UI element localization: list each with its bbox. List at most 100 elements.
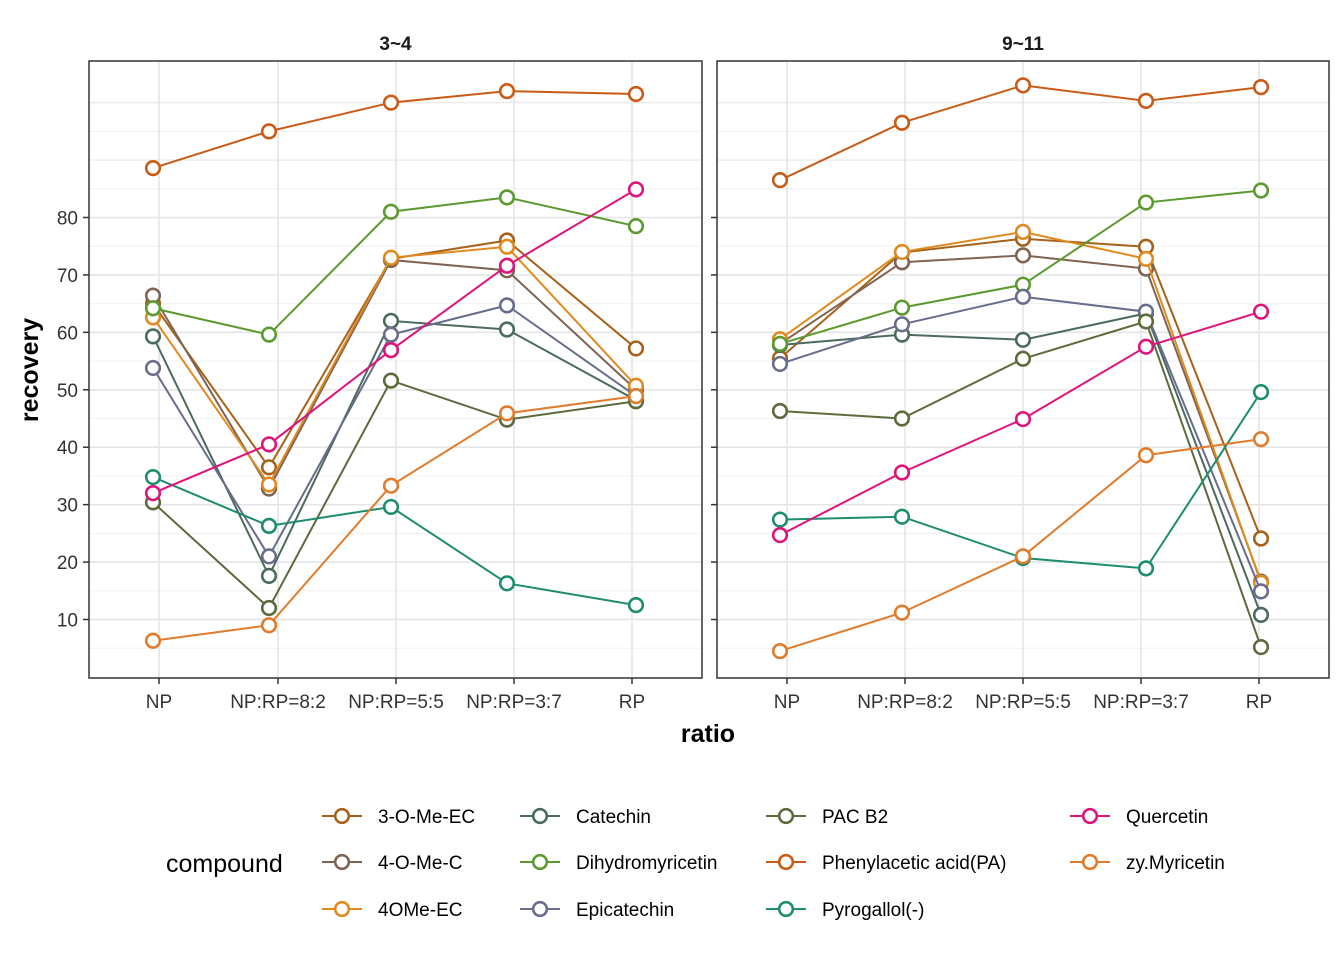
legend-label: Dihydromyricetin (576, 853, 717, 874)
x-tick-label: RP (1246, 692, 1272, 713)
legend-key-point (777, 853, 795, 871)
data-point (382, 372, 400, 389)
x-axis-title: ratio (681, 720, 735, 748)
data-point (893, 243, 911, 261)
data-point (382, 498, 400, 516)
data-point (382, 94, 400, 111)
data-point (1137, 194, 1155, 211)
y-tick-label: 10 (57, 611, 78, 632)
y-tick-label: 40 (57, 438, 78, 459)
data-point (1014, 77, 1032, 94)
data-point (1252, 431, 1270, 448)
data-point (144, 328, 162, 345)
data-point (1252, 182, 1270, 199)
data-point (260, 548, 278, 565)
x-tick-label: NP:RP=8:2 (230, 692, 326, 713)
data-point (382, 477, 400, 494)
data-point (893, 604, 911, 621)
legend-key-point (1081, 807, 1099, 825)
legend-item: Phenylacetic acid(PA) (766, 853, 1006, 874)
x-tick-label: NP (146, 692, 172, 713)
data-point (498, 238, 516, 255)
legend-item: Dihydromyricetin (520, 853, 717, 874)
data-point (144, 632, 162, 649)
data-point (1014, 223, 1032, 240)
legend-label: 3-O-Me-EC (378, 807, 475, 828)
data-point (382, 342, 400, 359)
facet-panel: 9~11 NP NP:RP=8:2 NP:RP=5:5 NP:RP=3:7 RP (711, 24, 1330, 713)
legend-key-point (1081, 853, 1099, 871)
facet-strip (717, 24, 1329, 61)
data-point (1014, 548, 1032, 565)
data-point (498, 297, 516, 314)
y-axis-title: recovery (16, 318, 44, 422)
y-tick-label: 70 (57, 266, 78, 287)
data-point (144, 485, 162, 502)
facet-strip-label: 9~11 (1002, 34, 1044, 55)
legend-key-point (531, 853, 549, 871)
legend-label: zy.Myricetin (1126, 853, 1225, 874)
legend-label: Pyrogallol(-) (822, 900, 924, 921)
data-point (627, 387, 645, 405)
x-tick-label: NP:RP=5:5 (348, 692, 444, 713)
legend-item: 3-O-Me-EC (322, 807, 475, 828)
data-point (382, 312, 400, 329)
data-point (627, 597, 645, 614)
data-point (893, 410, 911, 427)
data-point (771, 335, 789, 352)
legend-item: 4OMe-EC (322, 900, 462, 921)
data-point (1137, 338, 1155, 355)
x-tick-label: RP (619, 692, 645, 713)
data-point (1014, 247, 1032, 264)
data-point (260, 476, 278, 493)
x-tick-label: NP:RP=8:2 (857, 692, 953, 713)
data-point (1137, 313, 1155, 330)
data-point (893, 299, 911, 316)
data-point (771, 172, 789, 189)
data-point (627, 85, 645, 103)
data-point (260, 517, 278, 534)
legend-item: PAC B2 (766, 807, 888, 828)
legend-label: Phenylacetic acid(PA) (822, 853, 1006, 874)
data-point (498, 189, 516, 206)
data-point (1252, 606, 1270, 624)
data-point (498, 575, 516, 592)
data-point (144, 359, 162, 377)
data-point (893, 508, 911, 525)
facet-panels: 3~4 NP NP:RP=8:2 NP:RP=5:5 NP:RP=3:7 RP 10 20 30… (57, 24, 1330, 713)
data-point (1252, 530, 1270, 547)
legend-key-point (777, 807, 795, 825)
data-point (627, 340, 645, 357)
y-tick-label: 80 (57, 208, 78, 229)
data-point (260, 617, 278, 634)
facet-strip (89, 24, 702, 61)
y-tick-label: 30 (57, 496, 78, 517)
data-point (260, 599, 278, 617)
data-point (260, 436, 278, 453)
y-tick-label: 50 (57, 381, 78, 402)
data-point (627, 218, 645, 235)
legend-key-point (531, 900, 549, 918)
data-point (144, 300, 162, 317)
legend-label: 4OMe-EC (378, 900, 462, 921)
y-tick-label: 60 (57, 323, 78, 344)
legend-label: PAC B2 (822, 807, 888, 828)
data-point (260, 567, 278, 584)
data-point (1137, 92, 1155, 110)
data-point (382, 203, 400, 220)
data-point (771, 642, 789, 660)
data-point (260, 123, 278, 140)
data-point (1252, 583, 1270, 600)
legend-item: Catechin (520, 807, 651, 828)
data-point (771, 526, 789, 544)
legend-label: Catechin (576, 807, 651, 828)
data-point (498, 321, 516, 338)
legend-item: Quercetin (1070, 807, 1208, 828)
data-point (1137, 447, 1155, 464)
data-point (144, 160, 162, 177)
data-point (1252, 303, 1270, 320)
data-point (771, 511, 789, 528)
facet-strip-label: 3~4 (379, 34, 412, 55)
data-point (382, 249, 400, 266)
